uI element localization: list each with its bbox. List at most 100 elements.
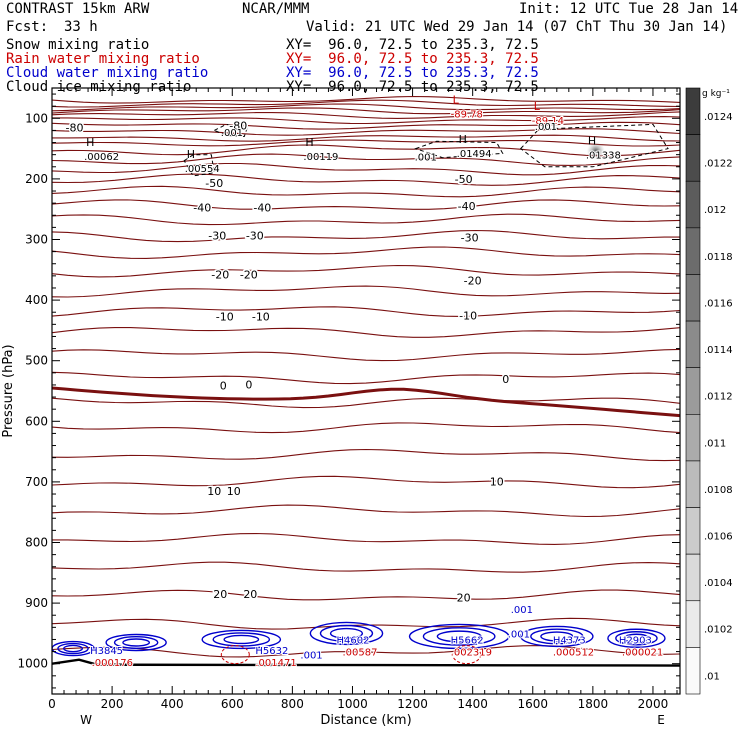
temperature-label: -50 <box>205 177 223 190</box>
isotherm-line <box>52 397 680 409</box>
isotherm-line <box>52 589 680 601</box>
colorbar-tick-label: .0124 <box>704 112 733 123</box>
temperature-label: 10 <box>207 485 221 498</box>
isotherm-line <box>52 532 680 545</box>
cloud-ice-contour <box>183 154 215 177</box>
colorbar: .0124 .0122 .012 .0118 .0116 .0114 .0112 .011 .0… <box>685 87 733 695</box>
extremum-value: .00554 <box>185 164 220 175</box>
y-tick-label: 800 <box>25 536 48 550</box>
ice-maximum-shade <box>586 142 605 161</box>
colorbar-segment <box>685 600 701 648</box>
isotherm-line <box>52 128 680 136</box>
temperature-label: -10 <box>252 310 270 323</box>
isotherm-line <box>52 264 680 278</box>
x-tick-label: 1800 <box>578 697 609 711</box>
y-tick-label: 100 <box>25 111 48 125</box>
isotherm-line <box>52 617 680 630</box>
isotherm-line <box>52 103 680 112</box>
colorbar-tick-label: .012 <box>704 205 726 216</box>
temperature-label: 0 <box>245 378 252 391</box>
chart-center: NCAR/MMM <box>242 1 310 17</box>
isotherm-line <box>52 422 680 434</box>
field-cloud-ice-xy: XY= 96.0, 72.5 to 235.3, 72.5 <box>286 79 539 95</box>
extremum-value: .000176 <box>92 658 133 669</box>
field-rain-xy: XY= 96.0, 72.5 to 235.3, 72.5 <box>286 51 539 67</box>
extremum-value: .00062 <box>84 152 119 163</box>
cloud-water-contour <box>105 633 167 652</box>
cloud-ice-contour <box>213 123 248 138</box>
cloud-water-contour <box>201 629 282 650</box>
extremum-value: .002319 <box>451 648 492 659</box>
extremum-value: .00587 <box>342 648 377 659</box>
zero-isotherm <box>52 386 680 418</box>
x-tick-label: 0 <box>48 697 56 711</box>
cloud-water-contour <box>113 635 159 649</box>
isotherm-line <box>52 371 680 385</box>
isotherm-line <box>52 348 680 362</box>
cloud-water-contour <box>309 621 384 646</box>
temperature-label: -20 <box>211 269 229 282</box>
extremum-value: H3845 <box>90 646 123 657</box>
colorbar-segment <box>685 180 701 229</box>
chart-title: CONTRAST 15km ARW <box>6 1 150 17</box>
colorbar-segment <box>685 414 701 462</box>
extremum-value: .001 <box>508 629 530 640</box>
x-tick-label: 200 <box>101 697 124 711</box>
isotherm-line <box>52 107 680 115</box>
isotherm-line <box>52 448 680 462</box>
rain-contour <box>452 645 482 665</box>
extremum-mark: H <box>187 148 195 161</box>
temperature-label: 10 <box>490 475 504 488</box>
extremum-value: H4602 <box>336 635 369 646</box>
isotherm-line <box>52 134 680 142</box>
surface-line <box>52 658 680 667</box>
temperature-label: -50 <box>455 173 473 186</box>
cloud-water-contour <box>223 634 260 645</box>
cloud-water-contour <box>520 625 594 648</box>
cloud-water-contour <box>408 623 510 650</box>
isotherm-line <box>52 213 680 226</box>
isotherm-line <box>52 561 680 573</box>
field-cloud-water-xy: XY= 96.0, 72.5 to 235.3, 72.5 <box>286 65 539 81</box>
y-tick-label: 400 <box>25 293 48 307</box>
axis-labels: Distance (km) Pressure (hPa) W E <box>1 344 665 728</box>
cloud-water-contour <box>329 627 364 639</box>
colorbar-segment <box>685 134 701 182</box>
y-tick-label: 900 <box>25 596 48 610</box>
extremum-value: .001 <box>300 651 322 662</box>
axes: 0 200 400 600 800 1000 1200 1400 1600 1800 2000100… <box>17 88 680 711</box>
cloud-water-contour <box>530 628 584 645</box>
isotherm-line <box>52 121 680 130</box>
field-cloud-water: Cloud water mixing ratio <box>6 65 209 81</box>
extremum-mark: L <box>534 100 541 113</box>
isotherm-line <box>52 645 680 658</box>
temperature-label: 20 <box>243 588 257 601</box>
isotherm-line <box>52 306 680 317</box>
field-snow: Snow mixing ratio <box>6 37 150 53</box>
cloud-ice-contour <box>519 123 669 168</box>
temperature-label: -30 <box>208 229 226 242</box>
y-tick-label: 1000 <box>17 657 48 671</box>
y-tick-label: 600 <box>25 414 48 428</box>
isotherm-line <box>52 504 680 518</box>
cloud-water-contour <box>540 631 574 642</box>
cloud-water-contour <box>615 631 658 646</box>
temperature-label: -40 <box>253 201 271 214</box>
extremum-value: .000512 <box>553 648 594 659</box>
y-tick-label: 300 <box>25 233 48 247</box>
extremum-value: .001 <box>535 122 557 133</box>
x-tick-label: 1600 <box>517 697 548 711</box>
extremum-value: .00119 <box>303 152 338 163</box>
isotherm-line <box>52 116 680 125</box>
plot-area: -80 -80 -50 -50 -40 -40 -40 -30 -30 -30 -20 -20 -20 -… <box>52 93 680 670</box>
x-tick-label: 400 <box>161 697 184 711</box>
colorbar-segment <box>685 507 701 555</box>
colorbar-tick-label: .0106 <box>704 532 733 543</box>
fcst-label: Fcst: <box>6 19 49 35</box>
extremum-mark: H <box>459 133 467 146</box>
rain-contour <box>220 645 250 665</box>
extremum-mark: H <box>305 136 313 149</box>
temperature-label: 20 <box>457 592 471 605</box>
extremum-mark: H <box>588 135 596 148</box>
cloud-water-contour <box>122 638 151 647</box>
